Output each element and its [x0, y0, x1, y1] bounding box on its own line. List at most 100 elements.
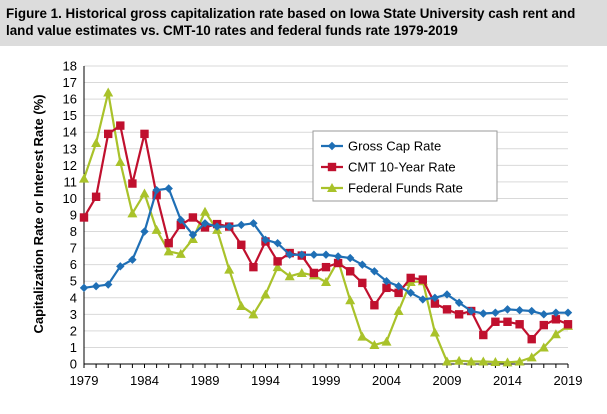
x-tick-label: 2009: [433, 373, 462, 388]
data-point: [381, 336, 392, 346]
data-point: [346, 267, 355, 276]
data-point: [370, 267, 379, 276]
data-point: [152, 190, 161, 200]
data-point: [563, 308, 573, 317]
data-point: [176, 215, 185, 225]
x-tick-label: 2004: [372, 373, 401, 388]
data-point: [394, 288, 403, 298]
data-point: [526, 352, 537, 362]
data-point: [454, 298, 464, 307]
y-tick-label: 18: [63, 59, 77, 74]
y-tick-label: 14: [63, 125, 77, 140]
data-point: [430, 293, 440, 302]
data-point: [538, 342, 549, 352]
data-point: [224, 264, 235, 274]
data-point: [442, 356, 452, 366]
data-point: [430, 299, 440, 308]
data-point: [466, 356, 477, 366]
series-cmt-10-year-rate: [79, 121, 573, 344]
data-point: [490, 357, 501, 367]
legend-label: Federal Funds Rate: [348, 181, 463, 196]
x-tick-label: 2014: [493, 373, 522, 388]
data-point: [163, 246, 174, 256]
data-point: [394, 281, 403, 291]
legend-marker: [327, 183, 337, 192]
data-point: [467, 306, 476, 316]
data-point: [478, 356, 489, 366]
data-point: [479, 309, 488, 318]
data-point: [140, 129, 149, 139]
legend-marker: [327, 141, 337, 151]
data-point: [79, 173, 89, 183]
y-tick-label: 8: [70, 224, 77, 239]
data-point: [502, 357, 513, 367]
data-point: [527, 306, 536, 316]
data-point: [176, 220, 185, 230]
data-point: [128, 255, 137, 264]
data-point: [321, 250, 331, 259]
y-tick-label: 16: [63, 92, 77, 107]
data-point: [539, 320, 548, 330]
data-point: [370, 301, 379, 310]
data-point: [321, 277, 331, 287]
x-tick-label: 1984: [130, 373, 159, 388]
data-point: [104, 280, 113, 289]
y-tick-label: 0: [70, 357, 77, 372]
data-point: [200, 219, 210, 228]
data-point: [418, 275, 427, 284]
data-point: [563, 320, 573, 329]
data-point: [515, 320, 524, 329]
data-point: [503, 317, 512, 326]
y-axis-label: Capitalization Rate or Interest Rate (%): [31, 94, 46, 333]
y-tick-label: 13: [63, 141, 77, 156]
data-point: [503, 305, 512, 314]
data-point: [358, 260, 367, 269]
data-point: [393, 306, 404, 316]
data-point: [309, 250, 319, 259]
x-tick-label: 1994: [251, 373, 280, 388]
data-point: [550, 329, 561, 339]
data-point: [382, 277, 391, 286]
x-tick-labels: 1979 1984 1989 1994 1999 2004 2009 2014 2019: [70, 373, 583, 388]
data-point: [369, 339, 380, 349]
data-point: [116, 121, 125, 130]
data-point: [514, 356, 525, 366]
data-point: [406, 273, 415, 283]
y-tick-label: 17: [63, 75, 77, 90]
data-point: [515, 305, 524, 315]
gridlines: [84, 65, 568, 348]
data-point: [115, 157, 126, 167]
y-tick-label: 10: [63, 191, 77, 206]
data-point: [139, 188, 150, 198]
y-tick-label: 12: [63, 158, 77, 173]
data-point: [551, 308, 561, 317]
y-tick-label: 2: [70, 323, 77, 338]
data-point: [296, 267, 307, 277]
data-point: [442, 305, 452, 314]
data-point: [527, 334, 536, 344]
data-point: [551, 315, 561, 324]
legend-marker: [327, 162, 337, 172]
x-tick-label: 1989: [191, 373, 220, 388]
data-point: [284, 271, 295, 281]
data-point: [79, 283, 89, 293]
data-point: [491, 317, 500, 326]
data-point: [454, 310, 464, 319]
data-point: [382, 283, 391, 293]
data-point: [333, 258, 343, 268]
data-point: [321, 262, 331, 272]
data-point: [261, 235, 270, 245]
data-point: [491, 308, 500, 317]
data-point: [200, 206, 210, 216]
legend-label: CMT 10-Year Rate: [348, 160, 456, 175]
data-point: [442, 290, 452, 299]
data-point: [175, 248, 186, 258]
figure-title: Figure 1. Historical gross capitalizatio…: [6, 6, 576, 38]
data-point: [333, 252, 343, 261]
legend: Gross Cap Rate CMT 10-Year Rate Federal Fu…: [312, 130, 498, 202]
data-point: [103, 87, 114, 97]
data-point: [273, 257, 282, 266]
legend-label: Gross Cap Rate: [348, 139, 441, 154]
